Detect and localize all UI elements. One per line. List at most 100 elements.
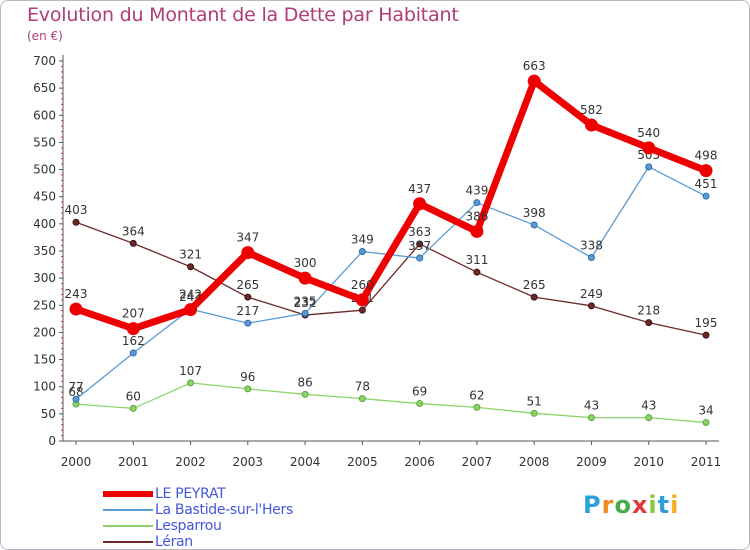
series-point-1 xyxy=(473,199,481,207)
data-label-1: 451 xyxy=(695,177,718,191)
data-label-0: 498 xyxy=(695,149,718,163)
y-tick-label: 600 xyxy=(33,108,56,122)
series-point-0 xyxy=(241,246,255,260)
data-label-3: 321 xyxy=(179,248,202,262)
series-point-2 xyxy=(645,414,653,422)
series-point-3 xyxy=(702,331,710,339)
y-tick-label: 450 xyxy=(33,190,56,204)
series-line-2 xyxy=(75,382,707,424)
data-label-1: 162 xyxy=(122,334,145,348)
series-point-2 xyxy=(244,385,252,393)
data-label-0: 582 xyxy=(580,103,603,117)
data-label-1: 217 xyxy=(236,304,259,318)
legend-label-leran: Léran xyxy=(155,534,193,550)
series-point-1 xyxy=(129,349,137,357)
y-tick-label: 200 xyxy=(33,325,56,339)
series-point-1 xyxy=(72,395,80,403)
series-point-3 xyxy=(645,319,653,327)
data-label-0: 347 xyxy=(236,231,259,245)
data-label-1: 398 xyxy=(523,206,546,220)
data-label-2: 34 xyxy=(698,404,713,418)
x-tick-label: 2001 xyxy=(118,455,149,469)
series-point-3 xyxy=(72,218,80,226)
x-tick-label: 2005 xyxy=(347,455,378,469)
data-label-1: 337 xyxy=(408,239,431,253)
data-label-0: 540 xyxy=(637,126,660,140)
data-label-3: 265 xyxy=(523,278,546,292)
data-label-3: 403 xyxy=(65,203,88,217)
legend-swatch-lesparrou xyxy=(103,525,153,527)
data-label-1: 338 xyxy=(580,239,603,253)
x-tick-label: 2008 xyxy=(519,455,550,469)
y-tick-label: 500 xyxy=(33,163,56,177)
y-tick-label: 150 xyxy=(33,353,56,367)
x-tick-label: 2002 xyxy=(175,455,206,469)
data-label-2: 86 xyxy=(297,375,312,389)
data-label-0: 243 xyxy=(65,287,88,301)
series-point-0 xyxy=(584,118,598,132)
chart-unit: (en €) xyxy=(27,29,63,43)
chart-title: Evolution du Montant de la Dette par Hab… xyxy=(27,4,459,26)
series-line-1 xyxy=(75,166,707,400)
y-tick-label: 650 xyxy=(33,81,56,95)
data-label-0: 207 xyxy=(122,307,145,321)
series-point-1 xyxy=(416,254,424,262)
data-label-2: 43 xyxy=(584,399,599,413)
series-point-3 xyxy=(473,268,481,276)
x-tick-label: 2003 xyxy=(233,455,264,469)
series-point-3 xyxy=(587,302,595,310)
legend-swatch-le-peyrat xyxy=(103,491,153,497)
y-tick-label: 700 xyxy=(33,54,56,68)
data-label-1: 439 xyxy=(465,184,488,198)
data-label-3: 249 xyxy=(580,287,603,301)
series-point-0 xyxy=(126,322,140,336)
series-point-3 xyxy=(530,293,538,301)
series-line-3 xyxy=(75,221,707,336)
series-point-2 xyxy=(587,414,595,422)
legend-label-la-bastide: La Bastide-sur-l'Hers xyxy=(155,502,293,518)
data-label-2: 69 xyxy=(412,385,427,399)
series-point-3 xyxy=(416,240,424,248)
x-tick-label: 2007 xyxy=(462,455,493,469)
series-point-0 xyxy=(355,293,369,307)
series-point-1 xyxy=(530,221,538,229)
legend-label-lesparrou: Lesparrou xyxy=(155,518,222,534)
data-label-3: 363 xyxy=(408,225,431,239)
series-point-0 xyxy=(298,271,312,285)
data-label-2: 78 xyxy=(355,380,370,394)
proxiti-logo: Proxiti xyxy=(583,491,680,519)
x-tick-label: 2004 xyxy=(290,455,321,469)
data-label-2: 62 xyxy=(469,388,484,402)
data-label-0: 242 xyxy=(179,288,202,302)
data-label-3: 364 xyxy=(122,224,145,238)
series-point-0 xyxy=(699,164,713,178)
y-tick-label: 400 xyxy=(33,217,56,231)
data-label-2: 51 xyxy=(527,394,542,408)
data-label-0: 663 xyxy=(523,59,546,73)
y-tick-label: 100 xyxy=(33,380,56,394)
data-label-2: 60 xyxy=(126,389,141,403)
y-tick-label: 0 xyxy=(48,434,56,448)
series-point-2 xyxy=(473,403,481,411)
data-label-3: 195 xyxy=(695,316,718,330)
data-label-3: 311 xyxy=(465,253,488,267)
data-label-2: 96 xyxy=(240,370,255,384)
series-point-0 xyxy=(184,303,198,317)
y-tick-label: 250 xyxy=(33,298,56,312)
x-tick-label: 2011 xyxy=(691,455,722,469)
series-point-1 xyxy=(244,319,252,327)
series-point-2 xyxy=(416,400,424,408)
series-point-1 xyxy=(301,309,309,317)
legend-swatch-leran xyxy=(103,541,153,543)
series-point-0 xyxy=(413,197,427,211)
series-point-0 xyxy=(470,224,484,238)
x-tick-label: 2000 xyxy=(61,455,92,469)
legend-label-le-peyrat: LE PEYRAT xyxy=(155,486,226,502)
series-point-0 xyxy=(527,74,541,88)
legend-swatch-la-bastide xyxy=(103,509,153,511)
data-label-0: 437 xyxy=(408,182,431,196)
y-tick-label: 50 xyxy=(41,407,56,421)
y-tick-label: 300 xyxy=(33,271,56,285)
